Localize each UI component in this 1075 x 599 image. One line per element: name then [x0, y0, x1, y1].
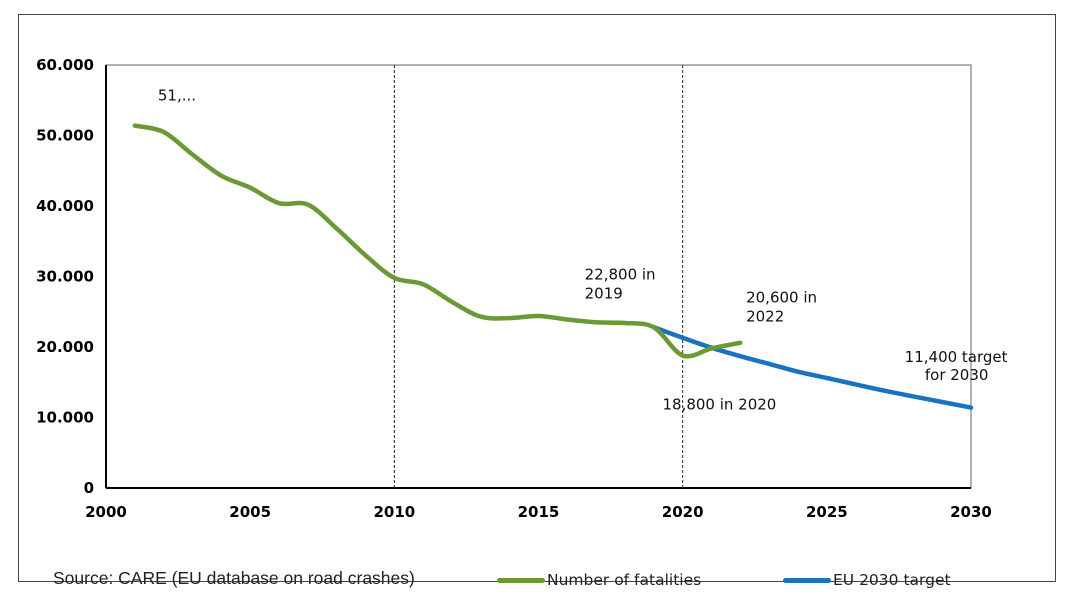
annotation-label: for 2030: [925, 366, 989, 384]
annotation-label: 18,800 in 2020: [662, 396, 776, 414]
legend-label-target: EU 2030 target: [833, 571, 951, 589]
x-tick-label: 2030: [950, 503, 992, 521]
x-tick-label: 2025: [806, 503, 848, 521]
chart-frame: 0 10.000 20.000 30.000 40.000 50.000 60.000 20…: [18, 14, 1056, 589]
legend-swatch-target: [783, 577, 831, 583]
x-axis-ticks: 2000 2005 2010 2015 2020 2025 2030: [85, 503, 992, 521]
x-tick-label: 2005: [229, 503, 271, 521]
y-tick-label: 40.000: [36, 197, 94, 215]
plot-area: [105, 64, 972, 489]
x-tick-label: 2015: [518, 503, 560, 521]
series-line-eu-2030-target: [132, 123, 743, 359]
y-tick-label: 60.000: [36, 56, 94, 74]
annotation-label: 2022: [746, 308, 784, 326]
legend-label-fatalities: Number of fatalities: [547, 571, 702, 589]
annotation-label: 11,400 target: [905, 348, 1008, 366]
chart: 0 10.000 20.000 30.000 40.000 50.000 60.000 20…: [36, 56, 1008, 521]
x-tick-label: 2000: [85, 503, 127, 521]
legend-swatch-fatalities: [497, 577, 545, 583]
x-tick-label: 2020: [662, 503, 704, 521]
y-tick-label: 50.000: [36, 127, 94, 145]
annotation-label: 51,...: [158, 86, 196, 104]
y-axis-ticks: 0 10.000 20.000 30.000 40.000 50.000 60.000: [36, 56, 94, 497]
legend-item-fatalities: Number of fatalities: [497, 571, 701, 589]
legend-item-target: EU 2030 target: [783, 571, 951, 589]
y-tick-label: 30.000: [36, 268, 94, 286]
x-tick-label: 2010: [373, 503, 415, 521]
annotation-label: 20,600 in: [746, 289, 817, 307]
y-tick-label: 10.000: [36, 409, 94, 427]
series-lines: [132, 123, 974, 410]
annotation-label: 2019: [585, 284, 623, 302]
y-tick-label: 0: [84, 479, 94, 497]
y-tick-label: 20.000: [36, 338, 94, 356]
annotation-label: 22,800 in: [585, 265, 656, 283]
footer: Source: CARE (EU database on road crashe…: [53, 568, 1063, 594]
source-note: Source: CARE (EU database on road crashe…: [53, 568, 415, 588]
